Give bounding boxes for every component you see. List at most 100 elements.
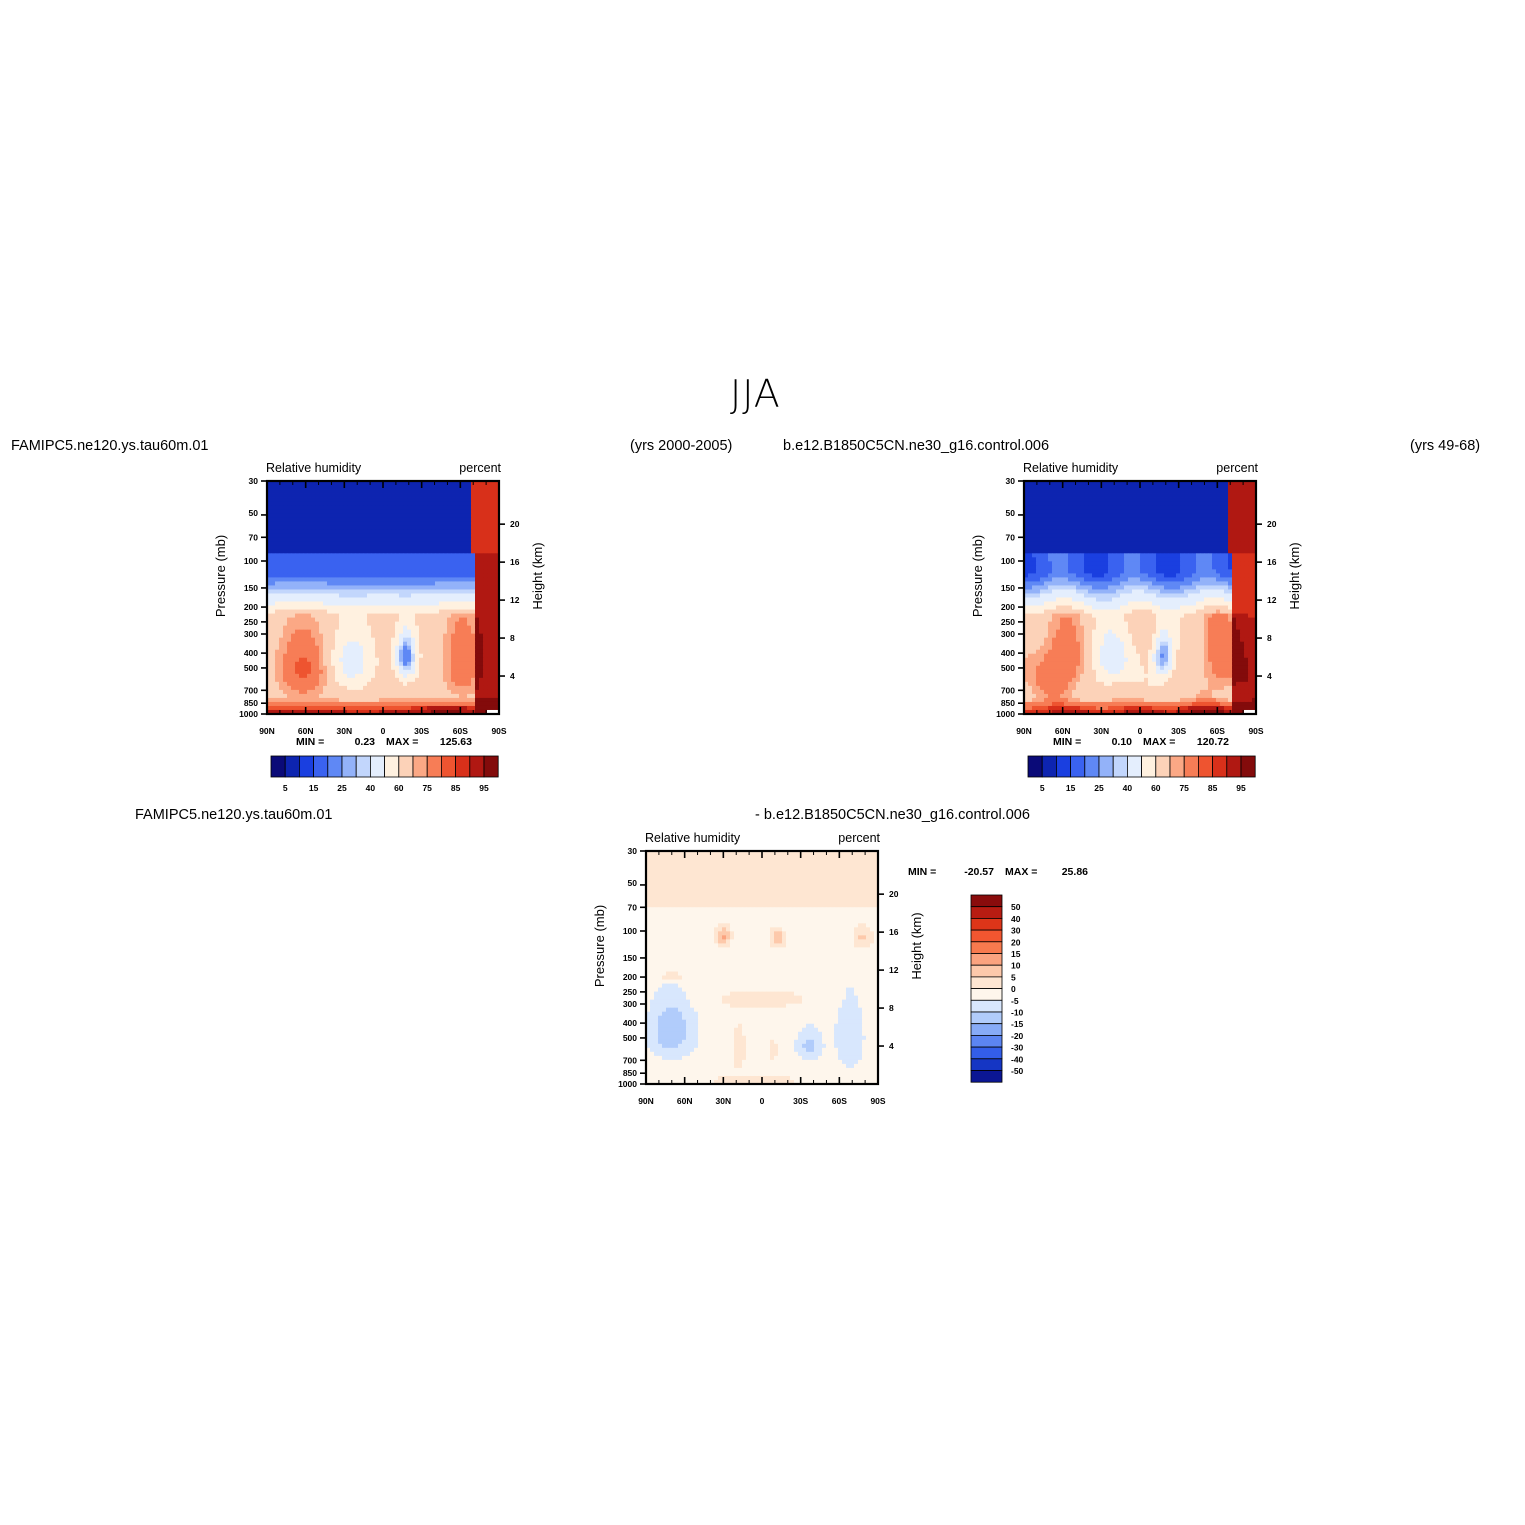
field-cell bbox=[303, 541, 308, 546]
field-cell bbox=[1024, 501, 1029, 506]
field-cell bbox=[1100, 541, 1105, 546]
field-cell bbox=[427, 529, 432, 534]
field-cell bbox=[407, 617, 412, 623]
field-cell bbox=[487, 509, 492, 514]
field-cell bbox=[355, 529, 360, 534]
field-cell bbox=[303, 545, 308, 550]
field-cell bbox=[419, 537, 424, 542]
field-cell bbox=[1200, 569, 1205, 574]
field-cell bbox=[1248, 549, 1253, 554]
field-cell bbox=[459, 625, 464, 631]
field-cell bbox=[495, 509, 500, 514]
field-cell bbox=[495, 481, 500, 486]
field-cell bbox=[271, 489, 276, 494]
field-cell bbox=[279, 593, 284, 598]
field-cell bbox=[483, 653, 488, 659]
field-cell bbox=[1048, 561, 1053, 566]
field-cell bbox=[1244, 573, 1249, 578]
field-cell bbox=[1048, 557, 1053, 562]
field-cell bbox=[1200, 481, 1205, 486]
field-cell bbox=[463, 561, 468, 566]
field-cell bbox=[291, 645, 296, 651]
field-cell bbox=[327, 677, 332, 683]
field-cell bbox=[495, 585, 500, 590]
field-cell bbox=[431, 641, 436, 647]
field-cell bbox=[323, 613, 328, 618]
field-cell bbox=[347, 701, 352, 707]
field-cell bbox=[267, 593, 272, 598]
field-cell bbox=[279, 493, 284, 498]
field-cell bbox=[343, 569, 348, 574]
colorbar-label: 75 bbox=[422, 783, 432, 793]
field-cell bbox=[411, 665, 416, 671]
field-cell bbox=[423, 633, 428, 639]
field-cell bbox=[459, 589, 464, 594]
field-cell bbox=[435, 533, 440, 538]
field-cell bbox=[1084, 509, 1089, 514]
field-cell bbox=[443, 689, 448, 695]
field-cell bbox=[1132, 505, 1137, 510]
field-cell bbox=[487, 485, 492, 490]
field-cell bbox=[1160, 581, 1165, 586]
field-cell bbox=[1172, 581, 1177, 586]
field-cell bbox=[319, 585, 324, 590]
field-cell bbox=[403, 585, 408, 590]
field-cell bbox=[1200, 561, 1205, 566]
field-cell bbox=[1204, 513, 1209, 518]
field-cell bbox=[435, 669, 440, 675]
field-cell bbox=[279, 505, 284, 510]
field-cell bbox=[435, 565, 440, 570]
field-cell bbox=[399, 489, 404, 494]
field-cell bbox=[1040, 517, 1045, 522]
field-cell bbox=[387, 549, 392, 554]
field-cell bbox=[355, 545, 360, 550]
field-cell bbox=[323, 589, 328, 594]
field-cell bbox=[479, 485, 484, 490]
field-cell bbox=[1168, 481, 1173, 486]
field-cell bbox=[487, 581, 492, 586]
field-cell bbox=[1204, 517, 1209, 522]
field-cell bbox=[359, 637, 364, 643]
field-cell bbox=[1236, 581, 1241, 586]
field-cell bbox=[479, 597, 484, 602]
field-cell bbox=[1120, 545, 1125, 550]
field-cell bbox=[367, 625, 372, 631]
field-cell bbox=[399, 641, 404, 647]
field-cell bbox=[411, 489, 416, 494]
field-cell bbox=[383, 573, 388, 578]
field-cell bbox=[295, 705, 300, 711]
field-cell bbox=[467, 585, 472, 590]
field-cell bbox=[471, 673, 476, 679]
field-cell bbox=[1136, 561, 1141, 566]
field-cell bbox=[351, 481, 356, 486]
field-cell bbox=[299, 521, 304, 526]
field-cell bbox=[331, 709, 336, 715]
field-cell bbox=[275, 493, 280, 498]
field-cell bbox=[303, 605, 308, 610]
field-cell bbox=[275, 505, 280, 510]
field-cell bbox=[271, 709, 276, 715]
field-cell bbox=[415, 689, 420, 695]
field-cell bbox=[267, 697, 272, 703]
field-cell bbox=[1228, 525, 1233, 530]
field-cell bbox=[271, 649, 276, 655]
field-cell bbox=[1128, 521, 1133, 526]
field-cell bbox=[1168, 533, 1173, 538]
field-cell bbox=[335, 701, 340, 707]
field-cell bbox=[331, 685, 336, 691]
field-cell bbox=[419, 701, 424, 707]
field-cell bbox=[471, 605, 476, 610]
field-cell bbox=[1164, 509, 1169, 514]
panel1-colorbar: 5 15 25 40 60 75 85 95 bbox=[270, 755, 499, 793]
field-cell bbox=[1100, 549, 1105, 554]
field-cell bbox=[1232, 565, 1237, 570]
field-cell bbox=[391, 661, 396, 667]
field-cell bbox=[347, 577, 352, 582]
field-cell bbox=[1176, 517, 1181, 522]
field-cell bbox=[299, 605, 304, 610]
field-cell bbox=[287, 509, 292, 514]
field-cell bbox=[471, 541, 476, 546]
field-cell bbox=[471, 649, 476, 655]
field-cell bbox=[347, 481, 352, 486]
field-cell bbox=[435, 501, 440, 506]
